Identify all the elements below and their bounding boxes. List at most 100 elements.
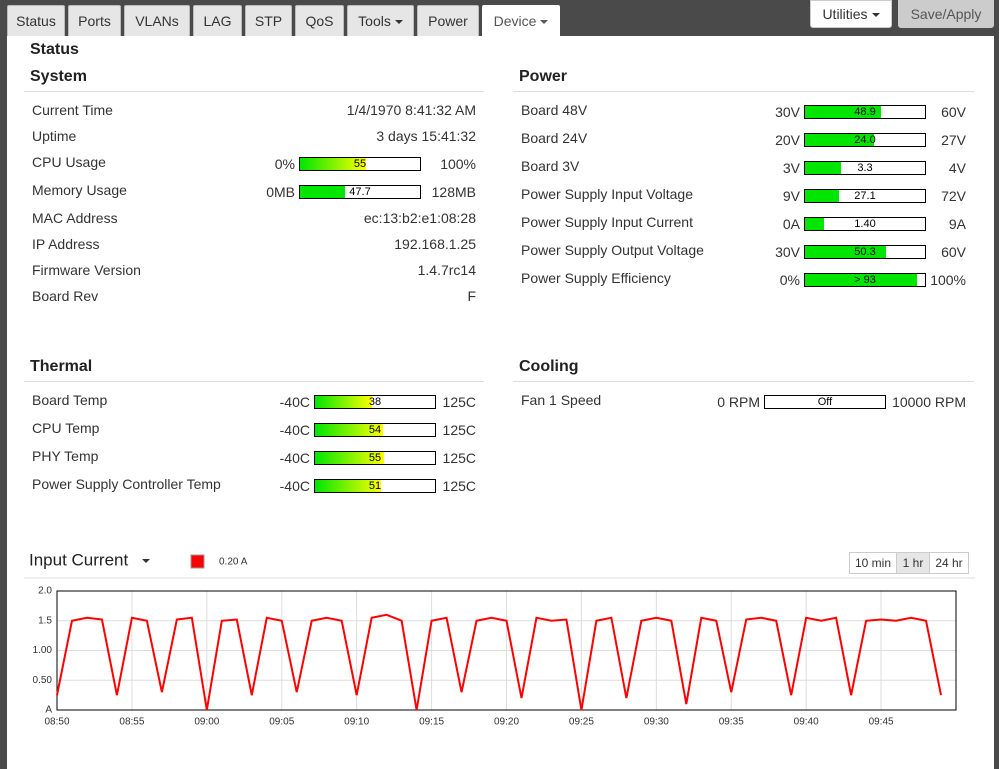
tab[interactable]: Device — [482, 5, 560, 36]
tab[interactable]: Power — [417, 5, 479, 36]
chart-title: Input Current — [29, 550, 128, 569]
tab[interactable]: Tools — [347, 5, 414, 36]
tab[interactable]: Status — [7, 5, 65, 36]
gauge-min: 30V — [775, 243, 800, 261]
row-label: Board 24V — [521, 129, 587, 147]
y-tick-label: 0.50 — [33, 675, 53, 686]
tab[interactable]: QoS — [295, 5, 344, 36]
gauge-max: 4V — [949, 159, 966, 177]
row-label: Power Supply Input Voltage — [521, 185, 693, 203]
gauge-max: 60V — [941, 103, 966, 121]
gauge: > 93 — [804, 273, 926, 287]
legend-swatch — [191, 555, 204, 568]
row-label: Uptime — [32, 127, 76, 145]
gauge-value: 1.40 — [805, 218, 925, 230]
gauge-max: 9A — [949, 215, 966, 233]
row-label: IP Address — [32, 235, 99, 253]
row-label: Firmware Version — [32, 261, 141, 279]
row-value: ec:13:b2:e1:08:28 — [364, 209, 476, 227]
gauge-min: 9V — [783, 187, 800, 205]
row-label: Power Supply Efficiency — [521, 269, 671, 287]
gauge-min: 0A — [783, 215, 800, 233]
gauge-max: 60V — [941, 243, 966, 261]
gauge-min: -40C — [280, 421, 310, 439]
section-rule — [24, 381, 484, 382]
section-rule — [513, 91, 974, 92]
button-label: Utilities — [822, 6, 867, 22]
row-label: Board 3V — [521, 157, 579, 175]
tab-label: Device — [494, 13, 537, 29]
tab[interactable]: VLANs — [124, 5, 190, 36]
gauge: 38 — [314, 395, 436, 409]
x-tick-label: 09:05 — [269, 717, 294, 728]
gauge-min: 0% — [275, 155, 295, 173]
gauge-value: Off — [765, 396, 885, 408]
gauge: 47.7 — [299, 185, 421, 199]
section-title: Cooling — [519, 358, 579, 376]
series-line — [57, 615, 941, 710]
row-label: CPU Usage — [32, 153, 106, 171]
gauge-value: 48.9 — [805, 106, 925, 118]
section-title: System — [30, 68, 87, 86]
row-label: PHY Temp — [32, 447, 98, 465]
caret — [872, 13, 880, 17]
x-tick-label: 09:00 — [194, 717, 219, 728]
row-value: 192.168.1.25 — [394, 235, 476, 253]
x-tick-label: 08:50 — [44, 717, 69, 728]
y-tick-label: A — [45, 705, 52, 716]
caret — [395, 20, 403, 24]
tab[interactable]: Ports — [68, 5, 121, 36]
gauge-max: 72V — [941, 187, 966, 205]
x-tick-label: 09:30 — [644, 717, 669, 728]
gauge-min: 0MB — [266, 183, 295, 201]
row-label: Board Rev — [32, 287, 98, 305]
gauge: 51 — [314, 479, 436, 493]
tab[interactable]: LAG — [193, 5, 242, 36]
gauge: 27.1 — [804, 189, 926, 203]
gauge-min: 30V — [775, 103, 800, 121]
save-button[interactable]: Save/Apply — [898, 0, 994, 28]
row-label: MAC Address — [32, 209, 118, 227]
gauge-min: 0 RPM — [717, 393, 760, 411]
gauge-max: 100% — [930, 271, 966, 289]
row-label: Fan 1 Speed — [521, 391, 601, 409]
gauge-value: > 93 — [805, 274, 925, 286]
chart: Input Current A0.501.001.52.008:5008:550… — [0, 540, 999, 769]
gauge: 50.3 — [804, 245, 926, 259]
gauge-min: -40C — [280, 477, 310, 495]
section-rule — [24, 91, 484, 92]
gauge: 55 — [299, 157, 421, 171]
row-value: F — [467, 287, 476, 305]
gauge: Off — [764, 395, 886, 409]
gauge-value: 47.7 — [300, 186, 420, 198]
x-tick-label: 09:15 — [419, 717, 444, 728]
caret — [540, 20, 548, 24]
row-label: Memory Usage — [32, 181, 127, 199]
gauge-max: 125C — [443, 449, 476, 467]
section-title: Power — [519, 68, 567, 86]
x-tick-label: 09:45 — [869, 717, 894, 728]
x-tick-label: 09:10 — [344, 717, 369, 728]
row-value: 1.4.7rc14 — [418, 261, 476, 279]
y-tick-label: 1.5 — [38, 615, 52, 626]
utilities-button[interactable]: Utilities — [810, 0, 892, 28]
x-tick-label: 08:55 — [119, 717, 144, 728]
y-tick-label: 2.0 — [38, 586, 52, 597]
gauge-min: 0% — [780, 271, 800, 289]
gauge-value: 3.3 — [805, 162, 925, 174]
tab[interactable]: STP — [245, 5, 292, 36]
gauge-max: 128MB — [432, 183, 476, 201]
row-label: Power Supply Input Current — [521, 213, 693, 231]
gauge-max: 125C — [443, 421, 476, 439]
gauge: 3.3 — [804, 161, 926, 175]
gauge-max: 125C — [443, 477, 476, 495]
row-label: Power Supply Output Voltage — [521, 241, 704, 259]
gauge-value: 51 — [315, 480, 435, 492]
gauge: 55 — [314, 451, 436, 465]
gauge: 1.40 — [804, 217, 926, 231]
gauge-value: 54 — [315, 424, 435, 436]
row-label: Power Supply Controller Temp — [32, 475, 221, 493]
gauge-value: 27.1 — [805, 190, 925, 202]
gauge-value: 24.0 — [805, 134, 925, 146]
